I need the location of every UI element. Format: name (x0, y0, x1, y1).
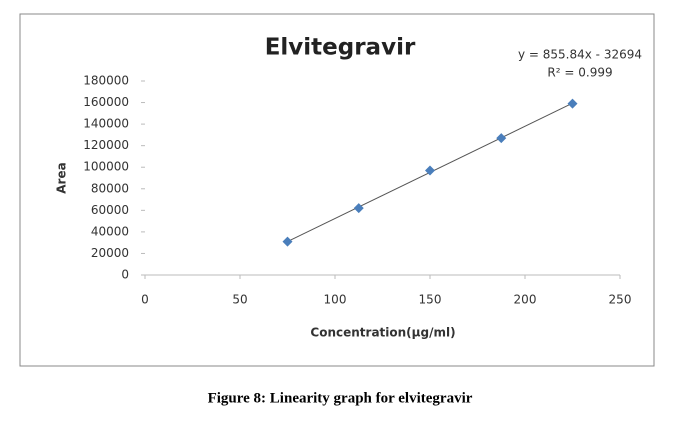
point (496, 133, 507, 144)
y-tick-label: 140000 (83, 117, 129, 131)
y-tick-label: 120000 (83, 138, 129, 152)
x-tick-label: 50 (232, 293, 247, 307)
x-tick-label: 200 (514, 293, 537, 307)
x-tick-label: 250 (609, 293, 632, 307)
point (567, 98, 578, 109)
point (282, 236, 293, 247)
point (425, 165, 435, 176)
y-tick-label: 60000 (91, 203, 129, 217)
y-axis-title: Area (55, 162, 69, 193)
y-tick-label: 80000 (91, 181, 129, 195)
chart-frame (19, 13, 655, 367)
y-tick-label: 0 (121, 268, 129, 282)
x-tick-label: 100 (324, 293, 347, 307)
y-tick-label: 160000 (83, 95, 129, 109)
point (353, 203, 364, 214)
y-tick-label: 100000 (83, 160, 129, 174)
y-tick-label: 40000 (91, 224, 129, 238)
x-tick-label: 150 (419, 293, 442, 307)
x-axis-title: Concentration(µg/ml) (310, 326, 455, 340)
equation: y = 855.84x - 32694 (518, 48, 642, 62)
y-tick-label: 20000 (91, 246, 129, 260)
x-tick-label: 0 (141, 293, 149, 307)
caption: Figure 8: Linearity graph for elvitegrav… (208, 390, 473, 406)
y-tick-label: 180000 (83, 74, 129, 88)
chart-title: Elvitegravir (265, 35, 416, 61)
r-squared: R² = 0.999 (547, 66, 612, 80)
